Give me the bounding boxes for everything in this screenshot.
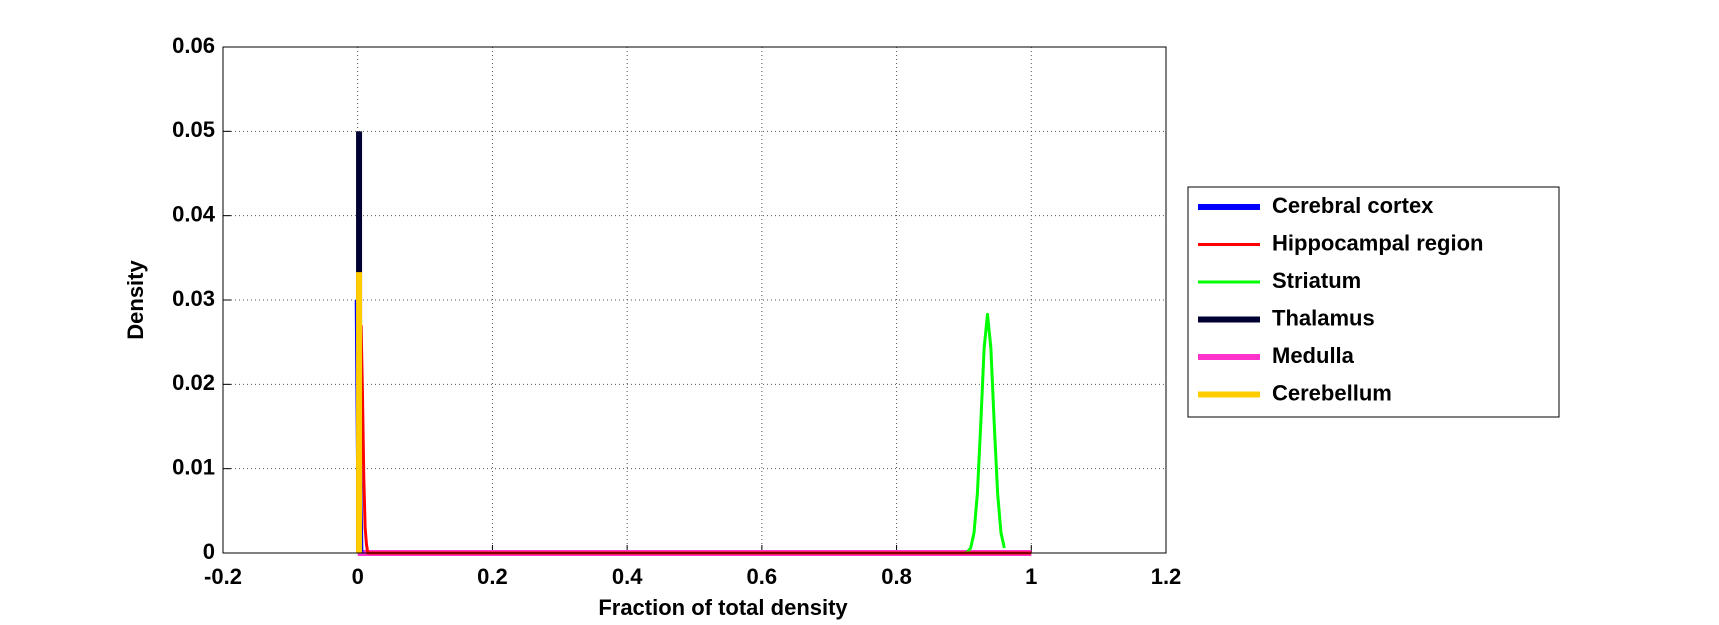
y-tick-label: 0	[203, 539, 215, 564]
x-axis-label: Fraction of total density	[598, 595, 848, 620]
x-tick-label: 0.8	[881, 564, 912, 589]
x-tick-label: 0.6	[747, 564, 778, 589]
x-tick-label: 0	[352, 564, 364, 589]
legend-label: Cerebral cortex	[1272, 193, 1434, 218]
legend-box	[1187, 186, 1560, 418]
legend-label: Medulla	[1272, 343, 1355, 368]
y-tick-label: 0.06	[172, 33, 215, 58]
y-tick-label: 0.01	[172, 454, 215, 479]
y-tick-label: 0.02	[172, 370, 215, 395]
x-tick-label: 0.4	[612, 564, 643, 589]
legend-label: Hippocampal region	[1272, 230, 1483, 255]
y-tick-label: 0.05	[172, 117, 215, 142]
y-tick-label: 0.04	[172, 201, 216, 226]
y-tick-label: 0.03	[172, 286, 215, 311]
y-axis-label: Density	[123, 260, 148, 340]
axes-frame	[222, 46, 1167, 554]
legend-label: Striatum	[1272, 268, 1361, 293]
x-tick-label: -0.2	[204, 564, 242, 589]
x-tick-label: 1.2	[1151, 564, 1182, 589]
plot-area	[223, 47, 1166, 553]
legend-label: Thalamus	[1272, 305, 1375, 330]
legend-label: Cerebellum	[1272, 380, 1392, 405]
x-tick-label: 0.2	[477, 564, 508, 589]
data-line	[963, 312, 1006, 555]
x-tick-label: 1	[1025, 564, 1037, 589]
